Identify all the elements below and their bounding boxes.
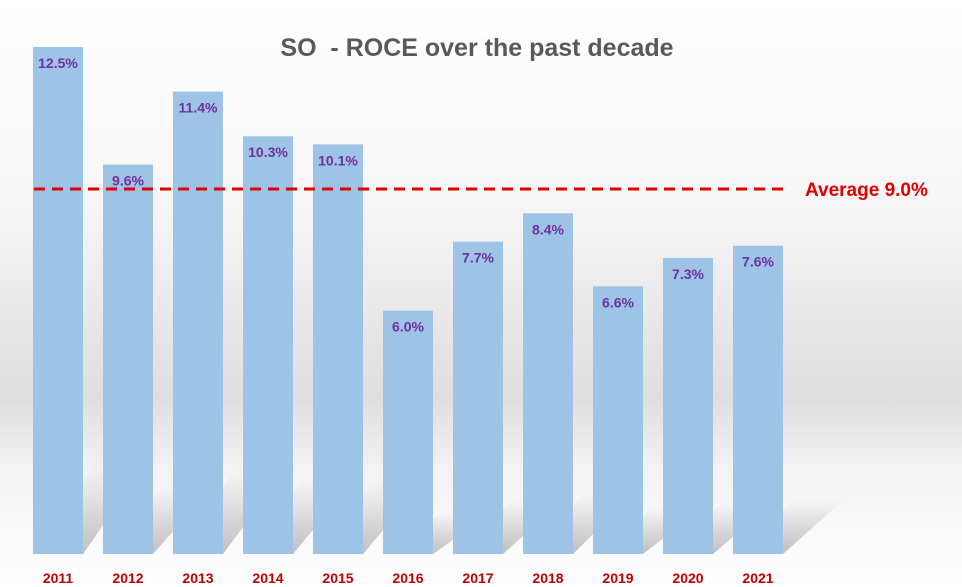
data-label-2016: 6.0% — [392, 319, 424, 335]
data-label-2020: 7.3% — [672, 266, 704, 282]
data-label-2011: 12.5% — [38, 55, 78, 71]
average-label: Average 9.0% — [805, 180, 928, 201]
bar-2020 — [663, 257, 713, 554]
data-labels-group: 12.5% 9.6% 11.4% 10.3% 10.1% 6.0% 7.7% 8.4% 6.6%… — [38, 55, 774, 335]
bar-2019 — [593, 286, 643, 554]
bar-2021 — [733, 245, 783, 554]
bar-2017 — [453, 241, 503, 555]
bar-2011 — [33, 47, 83, 554]
x-tick-2011: 2011 — [43, 570, 74, 586]
x-tick-2012: 2012 — [112, 570, 143, 586]
x-tick-2015: 2015 — [322, 570, 353, 586]
bar-2018 — [523, 213, 573, 554]
data-label-2017: 7.7% — [462, 250, 494, 266]
x-tick-2019: 2019 — [602, 570, 633, 586]
bar-2015 — [313, 144, 363, 554]
x-tick-2020: 2020 — [672, 570, 703, 586]
x-tick-2013: 2013 — [182, 570, 213, 586]
data-label-2019: 6.6% — [602, 294, 634, 310]
x-tick-2017: 2017 — [462, 570, 493, 586]
bar-2016 — [383, 310, 433, 554]
data-label-2018: 8.4% — [532, 221, 564, 237]
data-label-2013: 11.4% — [179, 100, 218, 116]
x-ticks-group: 2011 2012 2013 2014 2015 2016 2017 2018 2019 2020… — [43, 570, 774, 586]
bar-2014 — [243, 136, 293, 554]
x-tick-2021: 2021 — [742, 570, 773, 586]
bars-group — [33, 47, 783, 555]
data-label-2012: 9.6% — [112, 173, 144, 189]
data-label-2021: 7.6% — [742, 254, 774, 270]
x-tick-2016: 2016 — [392, 570, 423, 586]
bar-2012 — [103, 164, 153, 554]
chart-title: SO - ROCE over the past decade — [280, 34, 673, 62]
average-line-group: Average 9.0% — [34, 180, 928, 201]
x-tick-2014: 2014 — [252, 570, 283, 586]
data-label-2015: 10.1% — [318, 152, 358, 168]
bar-2013 — [173, 91, 223, 554]
data-label-2014: 10.3% — [248, 144, 288, 160]
x-tick-2018: 2018 — [532, 570, 563, 586]
